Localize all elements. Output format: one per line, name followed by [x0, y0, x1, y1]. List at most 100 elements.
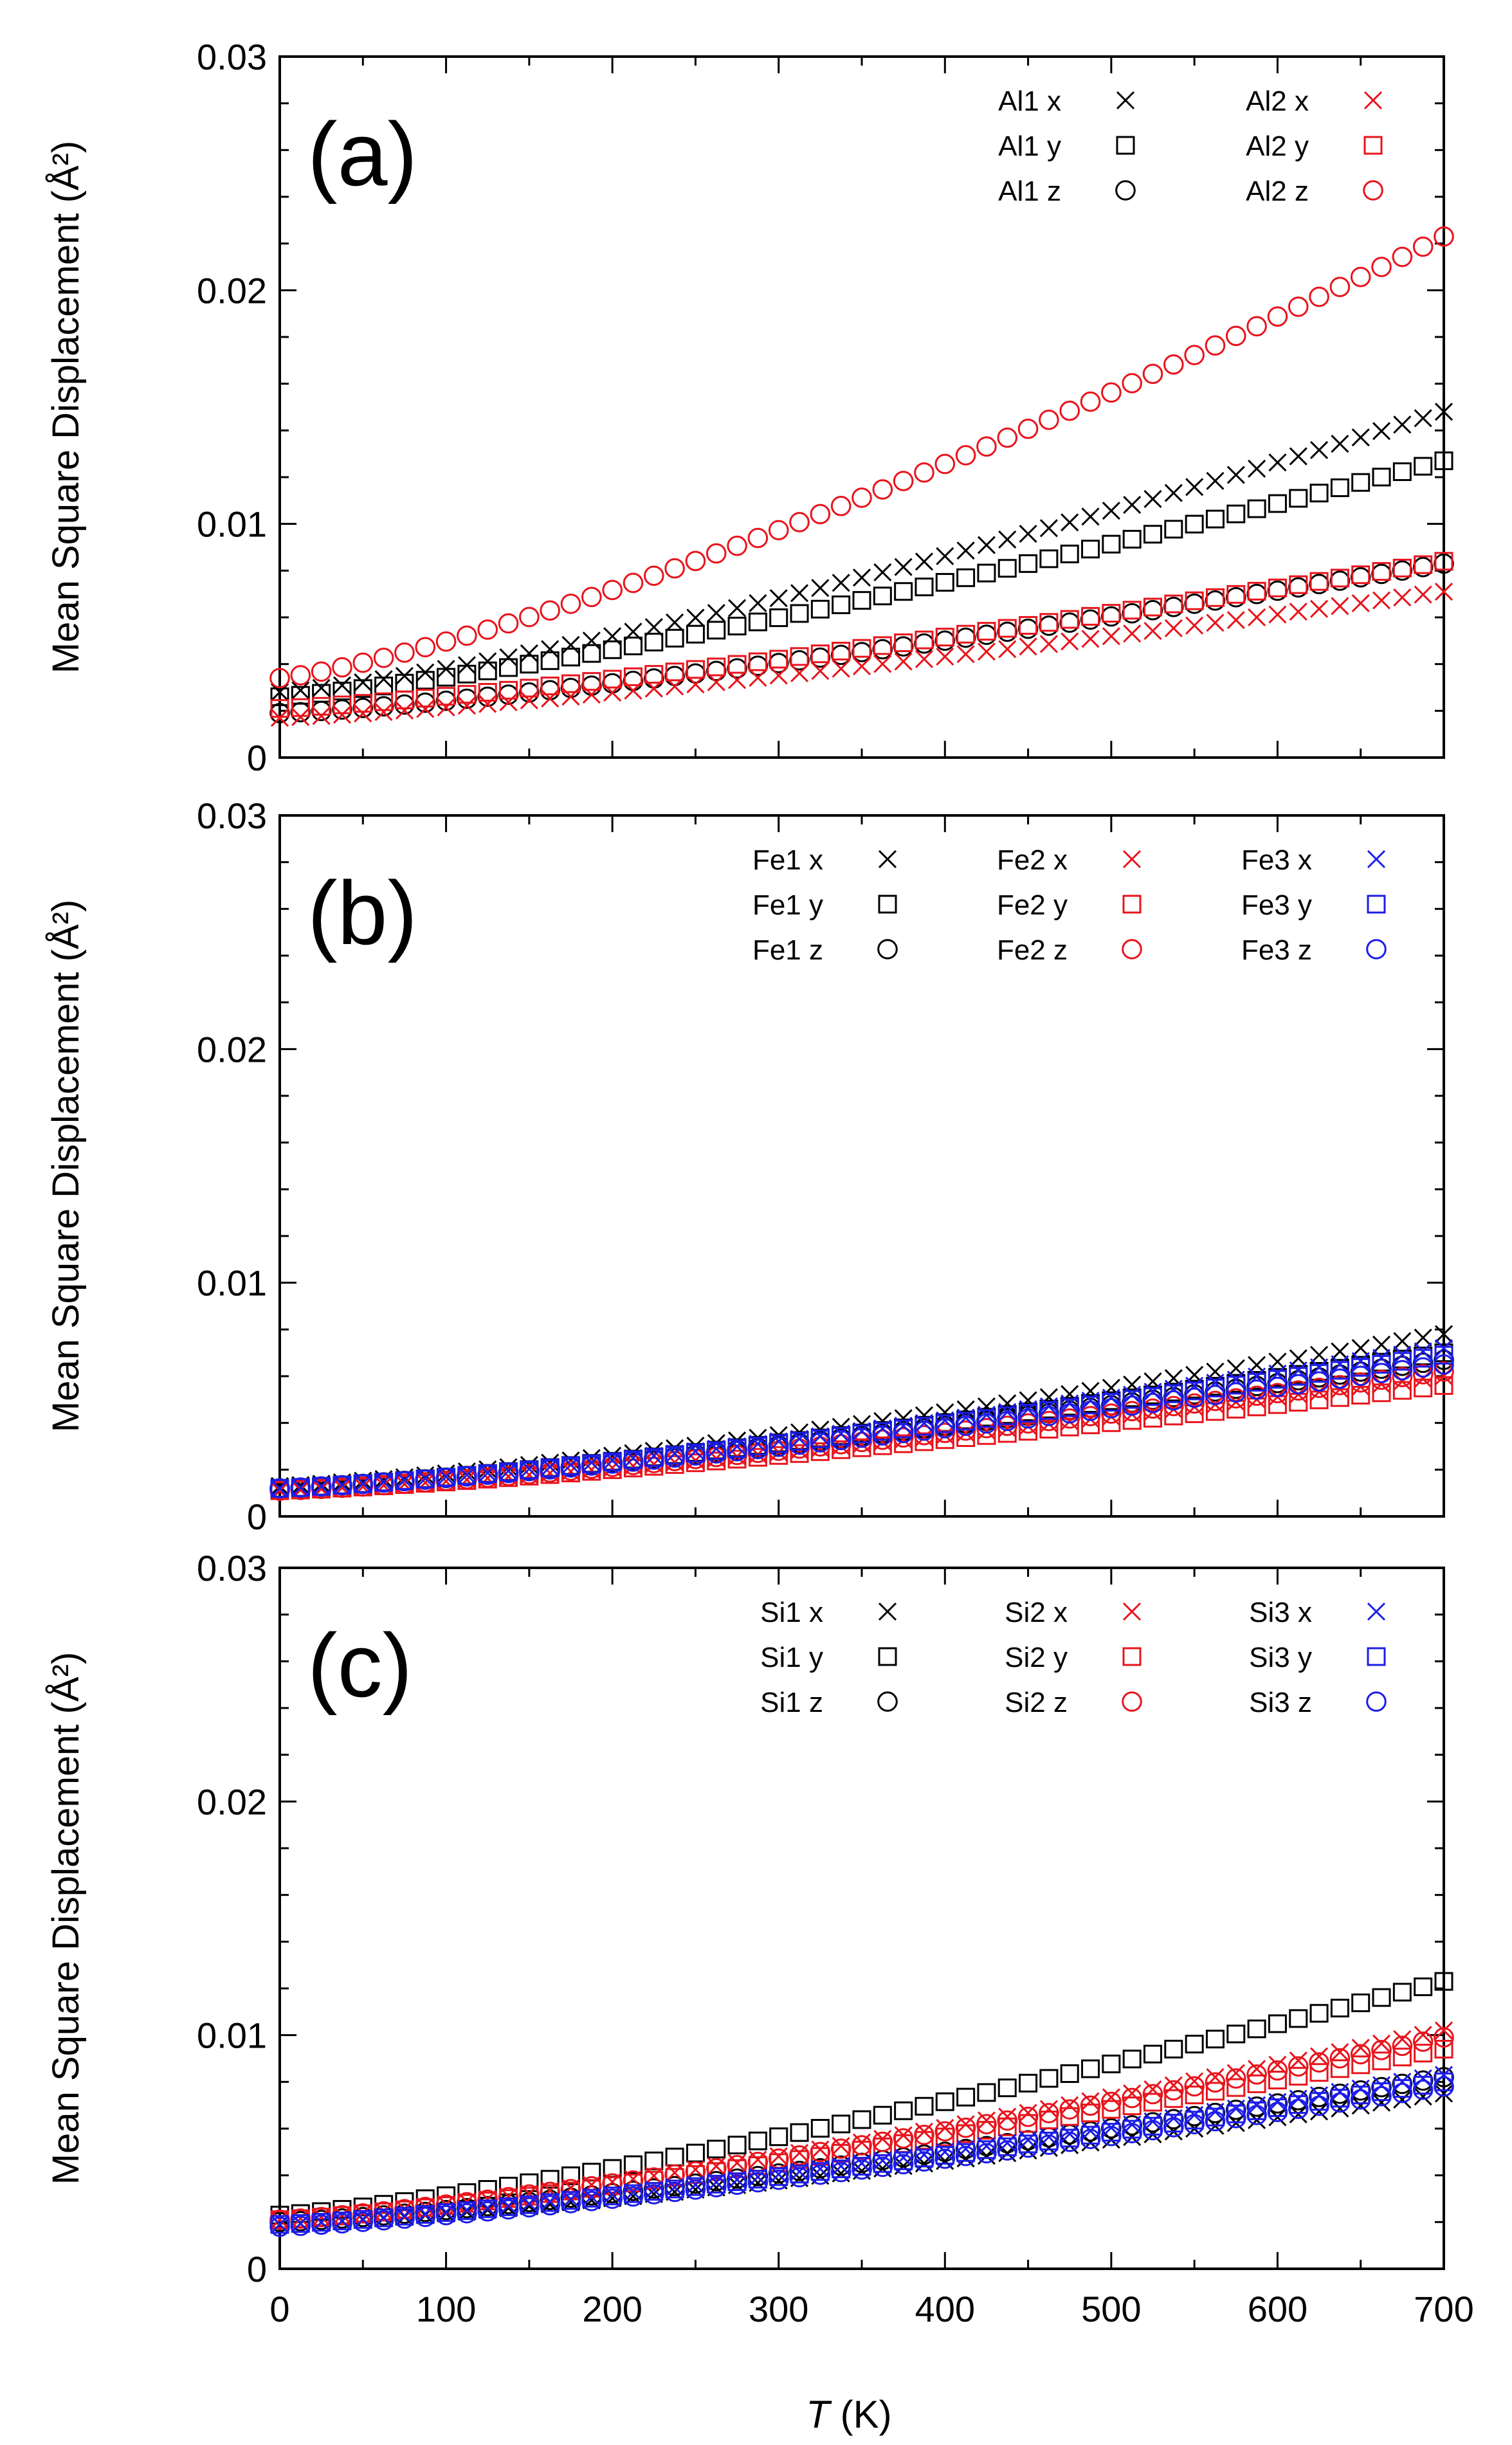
data-point: [934, 453, 956, 475]
data-point: [1184, 1387, 1205, 1408]
data-point: [976, 436, 997, 457]
data-point: [1122, 2096, 1142, 2116]
data-point: [478, 2180, 497, 2199]
data-point: [1225, 325, 1246, 347]
data-point: [1246, 2064, 1267, 2085]
data-point: [748, 2131, 767, 2150]
data-point: [1185, 1404, 1204, 1423]
legend-marker: [877, 1691, 898, 1712]
data-point: [1414, 1378, 1433, 1397]
data-point: [915, 552, 934, 571]
data-point: [291, 707, 310, 727]
data-point: [1288, 2056, 1309, 2077]
data-point: [811, 662, 830, 680]
data-point: [290, 1477, 311, 1498]
data-point: [1267, 1376, 1288, 1397]
data-point: [1039, 635, 1058, 653]
data-point: [1061, 632, 1079, 651]
data-point: [354, 673, 372, 692]
y-tick-label: 0: [247, 1496, 267, 1537]
legend-item: Al2 x: [1246, 86, 1383, 117]
data-point: [457, 1470, 476, 1489]
data-point: [1331, 597, 1349, 615]
data-point: [498, 1462, 519, 1484]
data-point: [1246, 2105, 1267, 2125]
data-point: [561, 648, 580, 667]
data-point: [790, 584, 809, 603]
panel-b: 0 0.01 0.02 0.03 Mean Square Displacement (Å…: [45, 795, 1454, 1537]
legend-label: Al2 y: [1246, 131, 1309, 162]
series-al2-z: [269, 226, 1454, 689]
data-point: [893, 2128, 914, 2149]
data-point: [1267, 306, 1288, 327]
data-point: [291, 681, 310, 700]
data-point: [1080, 391, 1101, 412]
data-point: [1434, 1972, 1453, 1991]
data-point: [769, 2127, 788, 2147]
data-point: [1142, 1392, 1163, 1413]
legend-item: Si2 z: [1005, 1687, 1142, 1718]
data-point: [1185, 1381, 1204, 1401]
data-point: [666, 1444, 684, 1463]
data-point: [1061, 513, 1079, 532]
data-point: [373, 648, 394, 668]
data-point: [1225, 1388, 1246, 1409]
data-point: [956, 568, 976, 587]
data-point: [1434, 2076, 1454, 2097]
data-point: [1164, 1406, 1183, 1426]
data-point: [1102, 2054, 1121, 2073]
data-point: [935, 573, 954, 592]
data-points: [269, 1972, 1454, 2237]
legend-marker: [1122, 1691, 1142, 1712]
data-point: [1268, 1395, 1287, 1414]
data-point: [1371, 2040, 1392, 2060]
data-point: [1060, 2064, 1079, 2083]
legend-item: Si1 y: [760, 1642, 897, 1673]
data-point: [1226, 2024, 1246, 2044]
legend: Si1 x Si1 y Si1 z Si2 x Si2 y Si2 z Si3 x Si3 y…: [760, 1597, 1387, 1718]
data-point: [1289, 2067, 1308, 2086]
data-point: [581, 2176, 602, 2197]
legend-item: Fe2 z: [997, 934, 1142, 966]
data-point: [1412, 2031, 1434, 2052]
data-point: [832, 595, 851, 614]
data-point: [415, 637, 436, 658]
data-point: [1351, 473, 1371, 492]
data-point: [499, 2197, 518, 2215]
data-point: [540, 680, 560, 701]
data-point: [602, 1453, 623, 1474]
data-point: [541, 640, 560, 659]
data-point: [997, 1415, 1018, 1436]
data-point: [934, 2149, 956, 2169]
data-point: [457, 2203, 477, 2224]
data-point: [811, 579, 830, 597]
data-point: [1123, 624, 1142, 643]
data-point: [976, 1418, 997, 1439]
data-point: [1081, 2122, 1100, 2140]
data-point: [832, 641, 851, 660]
data-point: [1248, 608, 1266, 626]
panel-label: (b): [307, 862, 417, 963]
data-point: [664, 2181, 685, 2203]
y-tick-label: 0.01: [197, 1263, 267, 1304]
data-point: [582, 632, 601, 650]
data-point: [1372, 1335, 1391, 1354]
data-point: [1102, 604, 1121, 623]
data-point: [1372, 2051, 1391, 2071]
data-point: [1247, 1372, 1266, 1392]
data-point: [1310, 2086, 1329, 2105]
data-point: [1372, 2034, 1391, 2053]
data-point: [1142, 2120, 1163, 2141]
data-point: [1392, 1355, 1413, 1376]
data-point: [1225, 2107, 1246, 2129]
data-point: [1434, 1339, 1453, 1358]
data-point: [1061, 2096, 1079, 2114]
data-point: [1019, 1391, 1037, 1410]
data-point: [707, 604, 725, 623]
data-point: [1143, 1387, 1162, 1406]
data-point: [437, 668, 456, 687]
data-point: [810, 2164, 831, 2185]
data-point: [498, 613, 519, 634]
data-point: [1164, 2039, 1183, 2059]
data-point: [1350, 1372, 1371, 1393]
